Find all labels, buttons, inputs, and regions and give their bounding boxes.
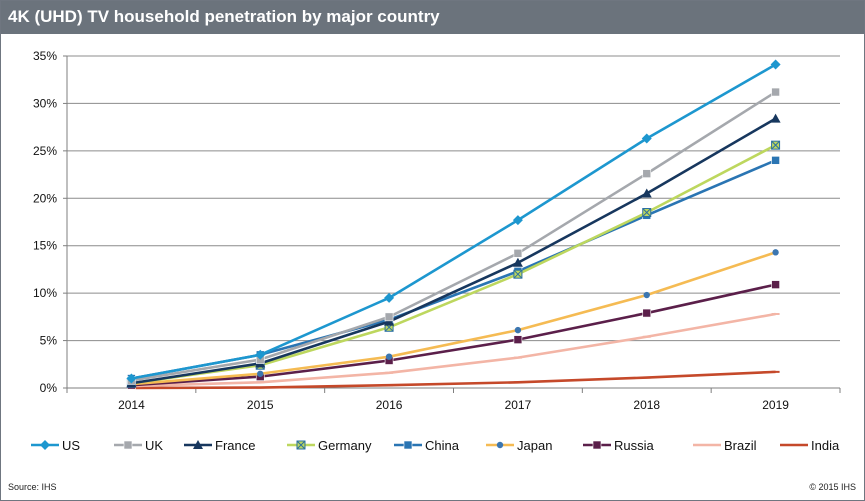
legend-marker-russia <box>592 440 602 450</box>
legend-label-india: India <box>811 438 840 453</box>
title-bar: 4K (UHD) TV household penetration by maj… <box>1 1 864 34</box>
legend-item-us: US <box>31 438 80 453</box>
data-point-uk <box>642 169 652 178</box>
data-point-france <box>512 257 523 267</box>
data-point-russia <box>771 280 780 289</box>
series-china <box>127 156 780 383</box>
legend-item-uk: UK <box>114 438 163 453</box>
y-tick-label: 25% <box>33 144 57 158</box>
x-tick-label: 2016 <box>376 398 403 412</box>
data-point-japan <box>385 353 393 360</box>
line-chart: 0% 5% 10% 15% 20% 25% 30% 35% 2014 2015 2016 2017 20… <box>31 49 841 453</box>
x-tick-label: 2015 <box>247 398 274 412</box>
y-tick-label: 0% <box>40 381 58 395</box>
legend-item-japan: Japan <box>486 438 552 453</box>
legend-item-china: China <box>394 438 460 453</box>
x-tick-label: 2014 <box>118 398 145 412</box>
data-point-us <box>770 59 781 70</box>
data-point-germany-cross <box>771 140 780 150</box>
source-note: Source: IHS <box>8 482 57 492</box>
series-line-brazil <box>131 312 776 388</box>
series-line-russia <box>131 283 776 387</box>
legend-label-us: US <box>62 438 80 453</box>
legend-marker-uk <box>123 440 133 450</box>
series-line-us <box>131 63 777 380</box>
series-line-japan <box>131 251 776 386</box>
legend-item-brazil: Brazil <box>693 438 757 453</box>
data-point-uk <box>513 249 523 258</box>
x-tick-label: 2017 <box>505 398 532 412</box>
data-point-japan <box>257 370 264 377</box>
series-line-china <box>131 159 777 380</box>
y-tick-label: 5% <box>40 334 58 348</box>
series-line-uk <box>131 90 777 382</box>
series-line-india <box>131 370 776 390</box>
y-tick-label: 35% <box>33 49 57 63</box>
data-point-us <box>255 349 266 360</box>
y-tick-label: 20% <box>33 191 57 205</box>
data-point-france <box>641 188 652 198</box>
data-point-us <box>384 292 395 303</box>
legend-marker-germany-cross <box>296 440 306 450</box>
data-point-uk <box>384 312 394 322</box>
data-point-us <box>512 215 523 226</box>
series-india <box>127 370 780 390</box>
data-point-japan <box>643 291 650 299</box>
series-uk <box>127 87 780 385</box>
legend-label-france: France <box>215 438 255 453</box>
x-tick-label: 2018 <box>633 398 660 412</box>
series-japan <box>128 249 779 388</box>
y-tick-label: 30% <box>33 96 57 110</box>
y-tick-label: 15% <box>33 239 57 253</box>
data-point-us <box>126 373 137 384</box>
chart-title: 4K (UHD) TV household penetration by maj… <box>8 7 440 26</box>
copyright-note: © 2015 IHS <box>809 482 856 492</box>
legend-label-uk: UK <box>145 438 163 453</box>
series-line-germany <box>131 144 777 385</box>
series-line-france <box>131 117 777 385</box>
legend-label-russia: Russia <box>614 438 655 453</box>
data-point-russia <box>513 335 523 344</box>
data-point-uk <box>771 87 780 97</box>
data-point-china <box>771 156 780 165</box>
legend-item-france: France <box>184 438 255 453</box>
legend-item-germany: Germany <box>287 438 372 453</box>
data-point-japan <box>772 249 779 256</box>
legend-item-russia: Russia <box>583 438 655 453</box>
series-france <box>126 113 781 388</box>
legend-marker-us <box>40 440 50 450</box>
legend-item-india: India <box>780 438 840 453</box>
data-point-france <box>770 113 781 123</box>
legend-label-germany: Germany <box>318 438 372 453</box>
x-tick-label: 2019 <box>762 398 789 412</box>
y-tick-label: 10% <box>33 286 57 300</box>
data-point-us <box>641 133 652 144</box>
data-point-germany-cross <box>642 208 652 217</box>
legend-label-china: China <box>425 438 460 453</box>
legend-label-japan: Japan <box>517 438 552 453</box>
legend-marker-france <box>193 440 203 449</box>
data-point-japan <box>514 326 522 334</box>
data-point-russia <box>642 308 652 318</box>
data-point-germany-cross <box>513 269 523 279</box>
legend-marker-japan <box>496 441 504 449</box>
legend-label-brazil: Brazil <box>724 438 757 453</box>
series-us <box>126 59 781 384</box>
legend-marker-china <box>403 440 413 450</box>
